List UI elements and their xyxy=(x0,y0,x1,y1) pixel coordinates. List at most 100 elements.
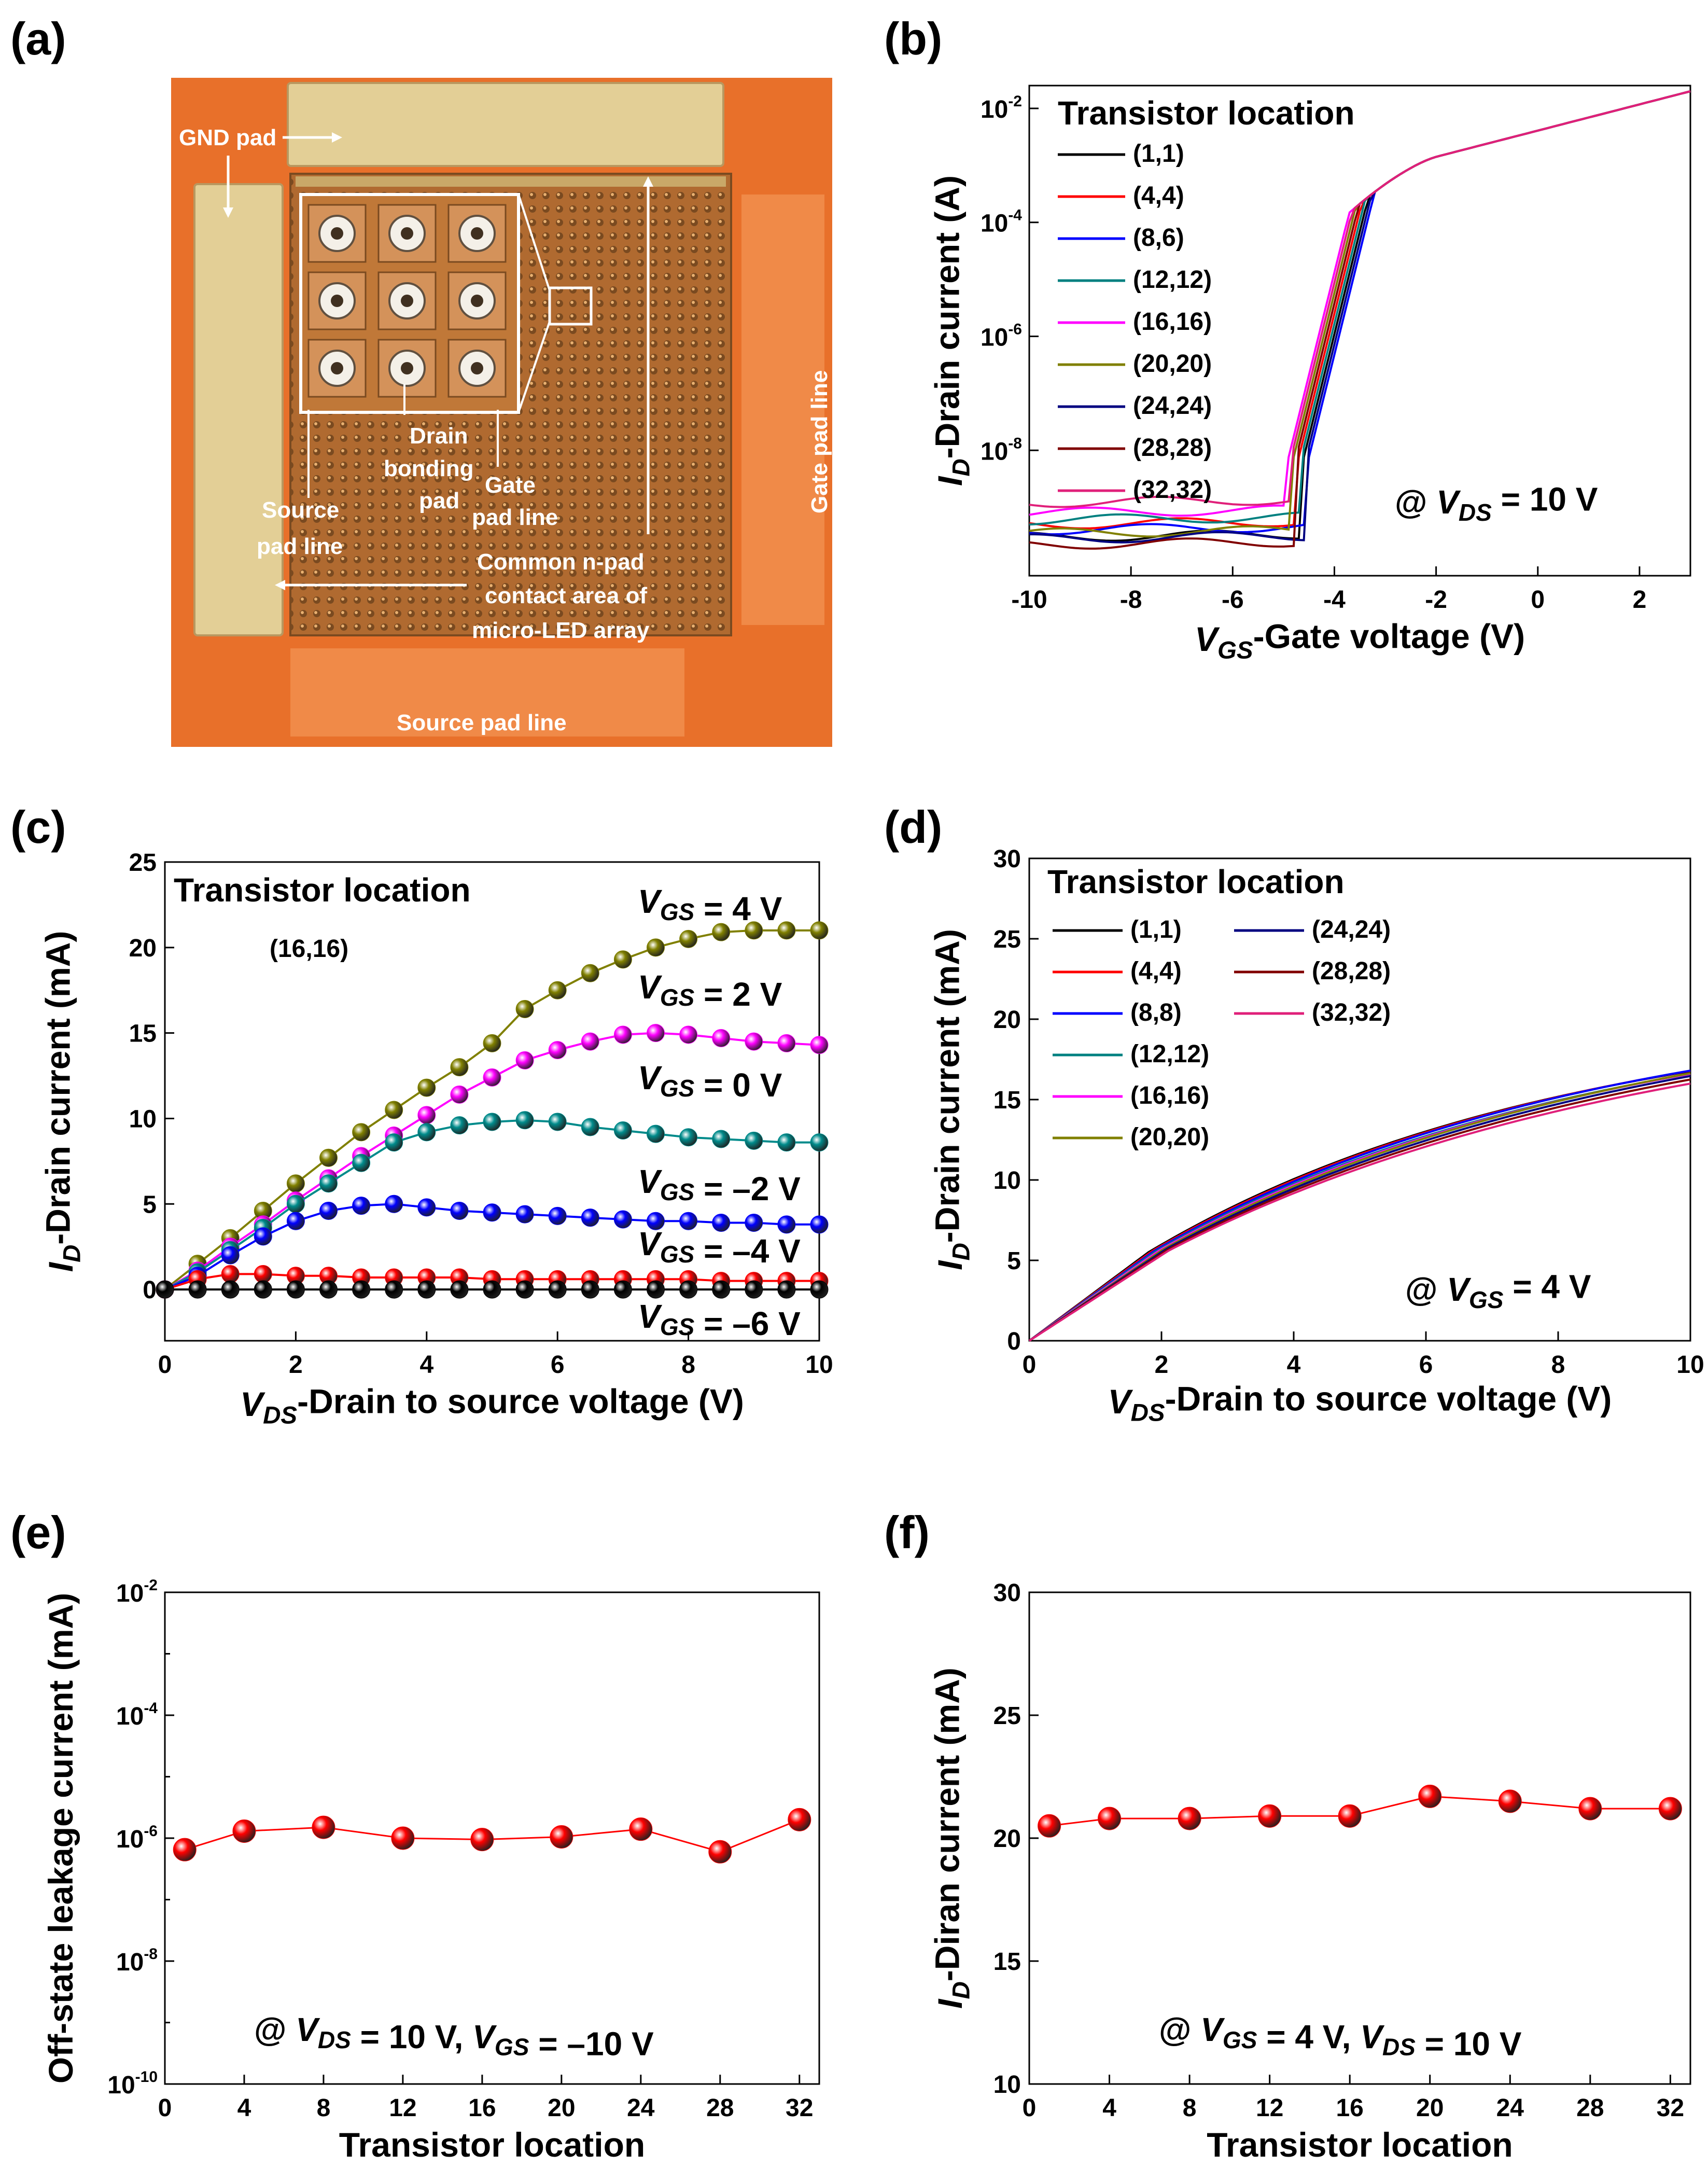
data-point xyxy=(450,1280,469,1299)
x-tick-label: 10 xyxy=(805,1351,833,1379)
data-point xyxy=(581,1208,599,1227)
data-point xyxy=(777,921,796,940)
arrowhead-common-left xyxy=(275,580,285,590)
y-tick-label: 20 xyxy=(993,1006,1021,1034)
x-tick-label: -6 xyxy=(1222,586,1244,614)
data-point xyxy=(352,1280,371,1299)
y-tick-label: 10-10 xyxy=(107,2068,158,2099)
data-point xyxy=(312,1815,335,1839)
chip-photo: GND pad Drain bonding pad Gate pad line … xyxy=(171,78,832,747)
y-tick-label: 10 xyxy=(993,1167,1021,1194)
y-tick-label: 30 xyxy=(993,1579,1021,1607)
y-tick-label: 10-2 xyxy=(116,1577,158,1607)
legend-label: (1,1) xyxy=(1130,916,1182,943)
drain-pad-center xyxy=(471,295,483,307)
data-point xyxy=(385,1280,403,1299)
y-tick-label: 10-2 xyxy=(981,93,1022,123)
data-point xyxy=(708,1840,732,1864)
drain-pad-center xyxy=(331,227,343,240)
data-point xyxy=(483,1068,501,1087)
arrowhead-common-up xyxy=(643,176,653,187)
data-point xyxy=(352,1154,371,1172)
label-source-1: Source xyxy=(262,497,339,523)
data-point xyxy=(385,1133,403,1152)
series-line-(16,16) xyxy=(1028,1073,1691,1342)
y-axis-label: ID-Drain current (mA) xyxy=(928,929,975,1270)
data-point xyxy=(1338,1804,1362,1828)
data-point xyxy=(319,1148,338,1167)
y-tick-label: 15 xyxy=(129,1020,157,1048)
x-tick-label: 12 xyxy=(1256,2094,1283,2122)
data-point xyxy=(613,950,632,969)
panel-label-d: (d) xyxy=(884,801,942,853)
x-tick-label: 8 xyxy=(317,2094,331,2122)
data-point xyxy=(156,1280,174,1299)
series-label: VGS = –4 V xyxy=(638,1225,801,1270)
source-pad-fan xyxy=(290,648,684,737)
x-tick-label: 32 xyxy=(786,2094,813,2122)
series-label: VGS = 0 V xyxy=(638,1059,782,1104)
x-tick-label: 8 xyxy=(1551,1351,1565,1379)
legend-label: (8,6) xyxy=(1133,224,1184,252)
x-tick-label: 0 xyxy=(1531,586,1545,614)
data-point xyxy=(1658,1797,1682,1821)
data-point xyxy=(679,929,698,948)
y-tick-label: 10-6 xyxy=(116,1823,158,1853)
series-line-(4,4) xyxy=(1028,1069,1691,1342)
data-point xyxy=(647,1024,665,1043)
zoom-inset xyxy=(299,193,593,414)
data-point xyxy=(1498,1789,1522,1813)
label-common-2: contact area of xyxy=(485,583,647,608)
label-source-2: pad line xyxy=(257,534,343,559)
x-tick-label: 12 xyxy=(389,2094,416,2122)
series-line-(28,28) xyxy=(1028,1078,1691,1342)
y-tick-label: 0 xyxy=(1007,1328,1021,1355)
drain-pad-center xyxy=(331,362,343,374)
legend-title: Transistor location xyxy=(174,871,471,909)
y-tick-label: 10-8 xyxy=(116,1946,158,1976)
legend-label: (16,16) xyxy=(1133,308,1212,336)
data-point xyxy=(712,923,731,941)
arrowhead-gnd-right xyxy=(332,132,342,143)
data-point xyxy=(286,1280,305,1299)
x-tick-label: 8 xyxy=(1183,2094,1197,2122)
legend-label: (4,4) xyxy=(1130,957,1182,985)
data-point xyxy=(417,1078,436,1097)
legend-label: (1,1) xyxy=(1133,140,1184,168)
drain-pad-center xyxy=(471,227,483,240)
data-point xyxy=(385,1194,403,1213)
annotation: @ VDS = 10 V xyxy=(1395,481,1598,526)
y-tick-label: 5 xyxy=(1007,1247,1021,1275)
gnd-pad-left xyxy=(193,183,284,636)
series-line-(1,1) xyxy=(1029,90,1691,542)
gate-pad-fan xyxy=(741,195,824,625)
x-tick-label: 20 xyxy=(1416,2094,1444,2122)
y-tick-label: 10 xyxy=(993,2071,1021,2099)
y-tick-label: 5 xyxy=(143,1191,157,1218)
series-line-(8,6) xyxy=(1029,90,1691,536)
legend-label: (12,12) xyxy=(1130,1040,1209,1068)
annotation: @ VDS = 10 V, VGS = –10 V xyxy=(254,2011,654,2063)
x-tick-label: -8 xyxy=(1120,586,1142,614)
series-line-(12,12) xyxy=(1028,1073,1691,1342)
data-point xyxy=(629,1817,653,1841)
y-tick-label: 15 xyxy=(993,1087,1021,1114)
pixel-cell xyxy=(307,204,367,263)
drain-pad-center xyxy=(471,362,483,374)
y-axis-label: Off-state leakage current (mA) xyxy=(41,1593,80,2083)
legend-label: (28,28) xyxy=(1312,957,1391,985)
data-point xyxy=(319,1280,338,1299)
series-line-(20,20) xyxy=(1028,1072,1691,1342)
series-label: VGS = 2 V xyxy=(638,968,782,1013)
data-point xyxy=(450,1116,469,1135)
data-point xyxy=(221,1280,240,1299)
drain-pad-center xyxy=(401,227,413,240)
x-tick-label: 28 xyxy=(706,2094,734,2122)
x-tick-label: 8 xyxy=(681,1351,695,1379)
series-line-(32,32) xyxy=(1028,1082,1691,1342)
data-point xyxy=(483,1280,501,1299)
data-point xyxy=(286,1212,305,1230)
data-point xyxy=(515,1280,534,1299)
series-line-(16,16) xyxy=(1029,90,1691,517)
